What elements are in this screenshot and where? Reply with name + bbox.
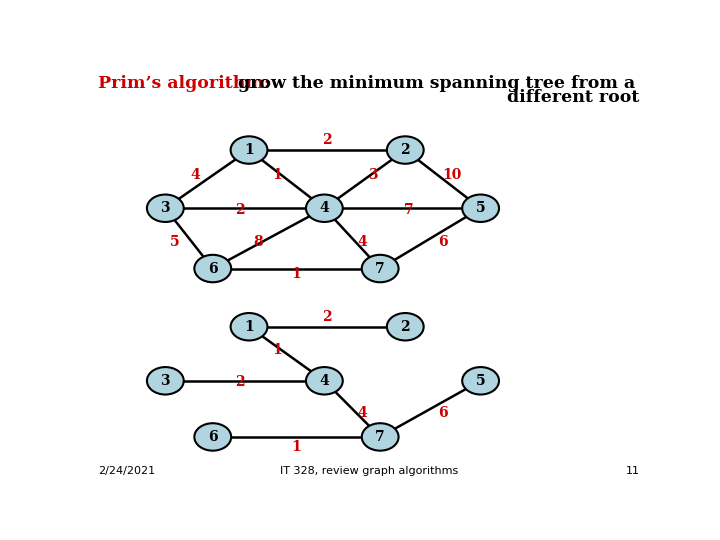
Text: 1: 1	[244, 320, 254, 334]
Text: Prim’s algorithm:: Prim’s algorithm:	[99, 75, 271, 92]
Circle shape	[462, 194, 499, 222]
Text: 1: 1	[292, 267, 302, 281]
Text: 10: 10	[442, 168, 462, 182]
Text: 5: 5	[476, 201, 485, 215]
Text: grow the minimum spanning tree from a: grow the minimum spanning tree from a	[238, 75, 635, 92]
Text: 1: 1	[292, 440, 302, 454]
Text: 4: 4	[357, 234, 367, 248]
Circle shape	[194, 423, 231, 451]
Text: 2: 2	[235, 375, 244, 389]
Text: 1: 1	[244, 143, 254, 157]
Circle shape	[194, 255, 231, 282]
Text: 3: 3	[161, 201, 170, 215]
Text: 3: 3	[161, 374, 170, 388]
Circle shape	[361, 423, 399, 451]
Text: IT 328, review graph algorithms: IT 328, review graph algorithms	[280, 465, 458, 476]
Text: 2: 2	[323, 310, 332, 324]
Circle shape	[147, 367, 184, 395]
Text: 6: 6	[208, 261, 217, 275]
Text: 4: 4	[320, 374, 329, 388]
Circle shape	[306, 194, 343, 222]
Text: 4: 4	[190, 168, 199, 182]
Text: 8: 8	[253, 234, 264, 248]
Text: 6: 6	[438, 406, 447, 420]
Text: 7: 7	[375, 430, 385, 444]
Text: 2: 2	[400, 320, 410, 334]
Text: 5: 5	[476, 374, 485, 388]
Circle shape	[230, 313, 267, 341]
Text: 2: 2	[323, 133, 332, 147]
Circle shape	[387, 136, 423, 164]
Text: 5: 5	[170, 234, 179, 248]
Text: 11: 11	[626, 465, 639, 476]
Circle shape	[147, 194, 184, 222]
Text: 4: 4	[357, 406, 367, 420]
Text: 7: 7	[405, 204, 414, 217]
Text: 2/24/2021: 2/24/2021	[99, 465, 156, 476]
Text: 2: 2	[235, 204, 244, 217]
Circle shape	[361, 255, 399, 282]
Circle shape	[462, 367, 499, 395]
Text: 3: 3	[368, 168, 378, 182]
Text: 6: 6	[438, 234, 447, 248]
Circle shape	[306, 367, 343, 395]
Text: 6: 6	[208, 430, 217, 444]
Text: different root: different root	[508, 89, 639, 106]
Text: 1: 1	[272, 343, 282, 357]
Text: 4: 4	[320, 201, 329, 215]
Circle shape	[387, 313, 423, 341]
Text: 7: 7	[375, 261, 385, 275]
Circle shape	[230, 136, 267, 164]
Text: 2: 2	[400, 143, 410, 157]
Text: 1: 1	[272, 168, 282, 182]
